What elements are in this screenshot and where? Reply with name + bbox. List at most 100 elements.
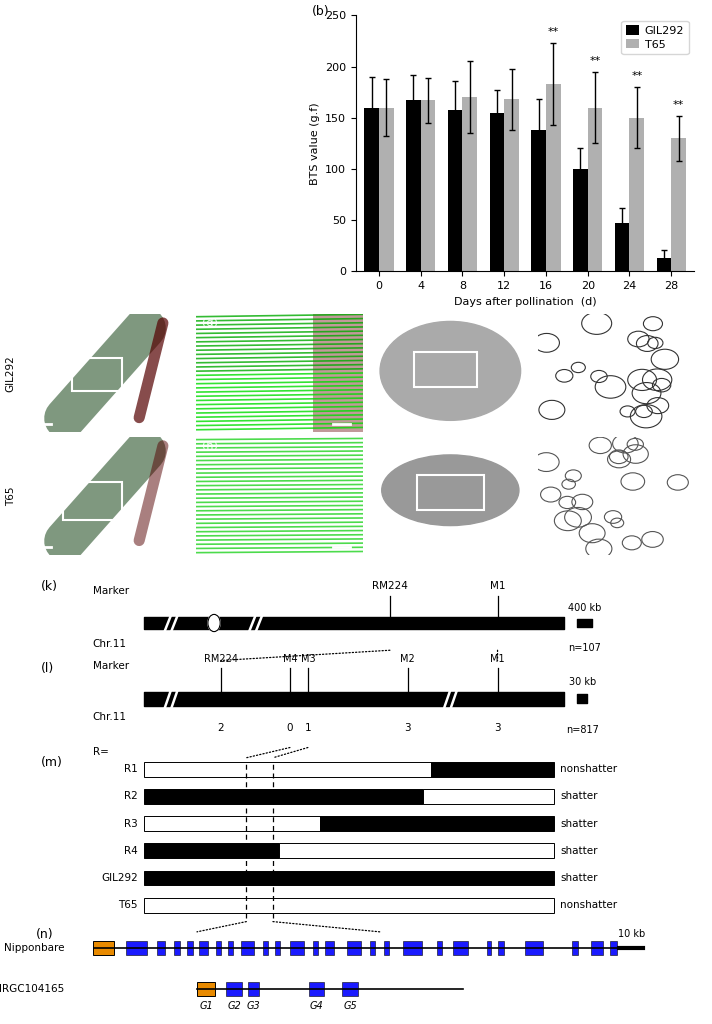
Bar bbox=[228, 941, 233, 955]
Text: (d): (d) bbox=[202, 317, 219, 328]
Bar bbox=[347, 941, 361, 955]
Bar bbox=[656, 258, 671, 271]
Bar bbox=[144, 870, 554, 886]
Bar bbox=[406, 100, 421, 271]
Bar bbox=[93, 941, 114, 955]
Text: (m): (m) bbox=[41, 756, 63, 769]
Text: R=: R= bbox=[93, 746, 108, 757]
Bar bbox=[629, 118, 644, 271]
Bar bbox=[504, 99, 519, 271]
Text: (g): (g) bbox=[28, 440, 44, 451]
Bar bbox=[587, 108, 602, 271]
Bar bbox=[320, 816, 554, 831]
Text: 3: 3 bbox=[494, 723, 501, 733]
FancyArrowPatch shape bbox=[65, 329, 145, 418]
Text: R3: R3 bbox=[124, 818, 137, 828]
Y-axis label: BTS value (g.f): BTS value (g.f) bbox=[310, 102, 320, 184]
Bar bbox=[531, 130, 546, 271]
Text: R1: R1 bbox=[124, 764, 137, 774]
Text: T65: T65 bbox=[6, 486, 16, 506]
FancyArrowPatch shape bbox=[65, 452, 145, 541]
Bar bbox=[379, 108, 394, 271]
Bar bbox=[290, 941, 304, 955]
Text: M2: M2 bbox=[400, 654, 415, 664]
Text: shatter: shatter bbox=[560, 818, 597, 828]
Bar bbox=[414, 352, 477, 387]
Bar bbox=[174, 941, 180, 955]
Bar bbox=[365, 108, 379, 271]
Bar bbox=[216, 941, 221, 955]
Text: (f): (f) bbox=[544, 317, 557, 328]
Text: G2: G2 bbox=[227, 1001, 241, 1011]
Text: Marker: Marker bbox=[93, 586, 129, 596]
Text: R4: R4 bbox=[124, 846, 137, 856]
Bar bbox=[199, 941, 208, 955]
Legend: GIL292, T65: GIL292, T65 bbox=[622, 20, 689, 54]
Text: M3: M3 bbox=[300, 654, 315, 664]
Bar bbox=[591, 941, 603, 955]
Text: n=107: n=107 bbox=[568, 643, 601, 653]
Text: (j): (j) bbox=[544, 440, 556, 451]
Text: G4: G4 bbox=[309, 1001, 323, 1011]
Bar bbox=[157, 941, 165, 955]
Text: G5: G5 bbox=[343, 1001, 357, 1011]
Text: (i): (i) bbox=[373, 440, 385, 451]
Text: GIL292: GIL292 bbox=[101, 873, 137, 883]
Bar bbox=[610, 941, 617, 955]
Text: G1: G1 bbox=[199, 1001, 213, 1011]
Bar bbox=[276, 941, 280, 955]
Text: (c): (c) bbox=[28, 317, 43, 328]
Text: (l): (l) bbox=[41, 663, 55, 675]
Text: Marker: Marker bbox=[93, 660, 129, 671]
Text: nonshatter: nonshatter bbox=[560, 764, 617, 774]
Bar bbox=[325, 941, 334, 955]
Text: RM224: RM224 bbox=[372, 582, 408, 592]
Bar bbox=[187, 941, 193, 955]
Bar bbox=[226, 982, 241, 996]
Text: shatter: shatter bbox=[560, 846, 597, 856]
Bar bbox=[463, 97, 477, 271]
Bar bbox=[63, 482, 122, 519]
Text: n=817: n=817 bbox=[566, 725, 599, 735]
Text: GIL292: GIL292 bbox=[64, 273, 104, 284]
Text: M1: M1 bbox=[491, 654, 505, 664]
Bar bbox=[71, 358, 122, 391]
Circle shape bbox=[380, 322, 520, 421]
Bar bbox=[498, 941, 504, 955]
Bar bbox=[370, 941, 375, 955]
X-axis label: Days after pollination  (d): Days after pollination (d) bbox=[454, 297, 597, 306]
Bar bbox=[423, 790, 554, 804]
Text: GIL292: GIL292 bbox=[6, 355, 16, 391]
Text: **: ** bbox=[673, 99, 684, 110]
Text: **: ** bbox=[590, 55, 601, 66]
FancyArrowPatch shape bbox=[139, 445, 163, 541]
Bar bbox=[454, 941, 468, 955]
Bar bbox=[279, 844, 554, 858]
Text: shatter: shatter bbox=[560, 792, 597, 802]
Text: M1: M1 bbox=[490, 582, 506, 592]
Text: (h): (h) bbox=[202, 440, 219, 451]
Text: 0: 0 bbox=[287, 723, 293, 733]
Bar bbox=[144, 816, 320, 831]
Bar bbox=[313, 941, 318, 955]
Text: T65: T65 bbox=[118, 900, 137, 910]
Text: M4: M4 bbox=[283, 654, 297, 664]
Bar bbox=[615, 223, 629, 271]
Text: 10 kb: 10 kb bbox=[618, 930, 645, 939]
Text: IRGC104165: IRGC104165 bbox=[0, 984, 64, 994]
FancyArrowPatch shape bbox=[139, 323, 163, 418]
Text: 3: 3 bbox=[404, 723, 411, 733]
Text: 30 kb: 30 kb bbox=[568, 677, 596, 686]
Text: (b): (b) bbox=[312, 5, 330, 18]
Bar bbox=[448, 110, 463, 271]
Bar bbox=[144, 844, 279, 858]
Bar bbox=[144, 762, 431, 776]
Bar bbox=[404, 941, 422, 955]
Ellipse shape bbox=[382, 455, 519, 525]
Text: (a): (a) bbox=[27, 16, 45, 29]
Text: **: ** bbox=[548, 27, 559, 37]
Bar bbox=[436, 941, 442, 955]
Bar bbox=[342, 982, 358, 996]
Bar bbox=[144, 790, 423, 804]
Bar bbox=[144, 898, 554, 912]
